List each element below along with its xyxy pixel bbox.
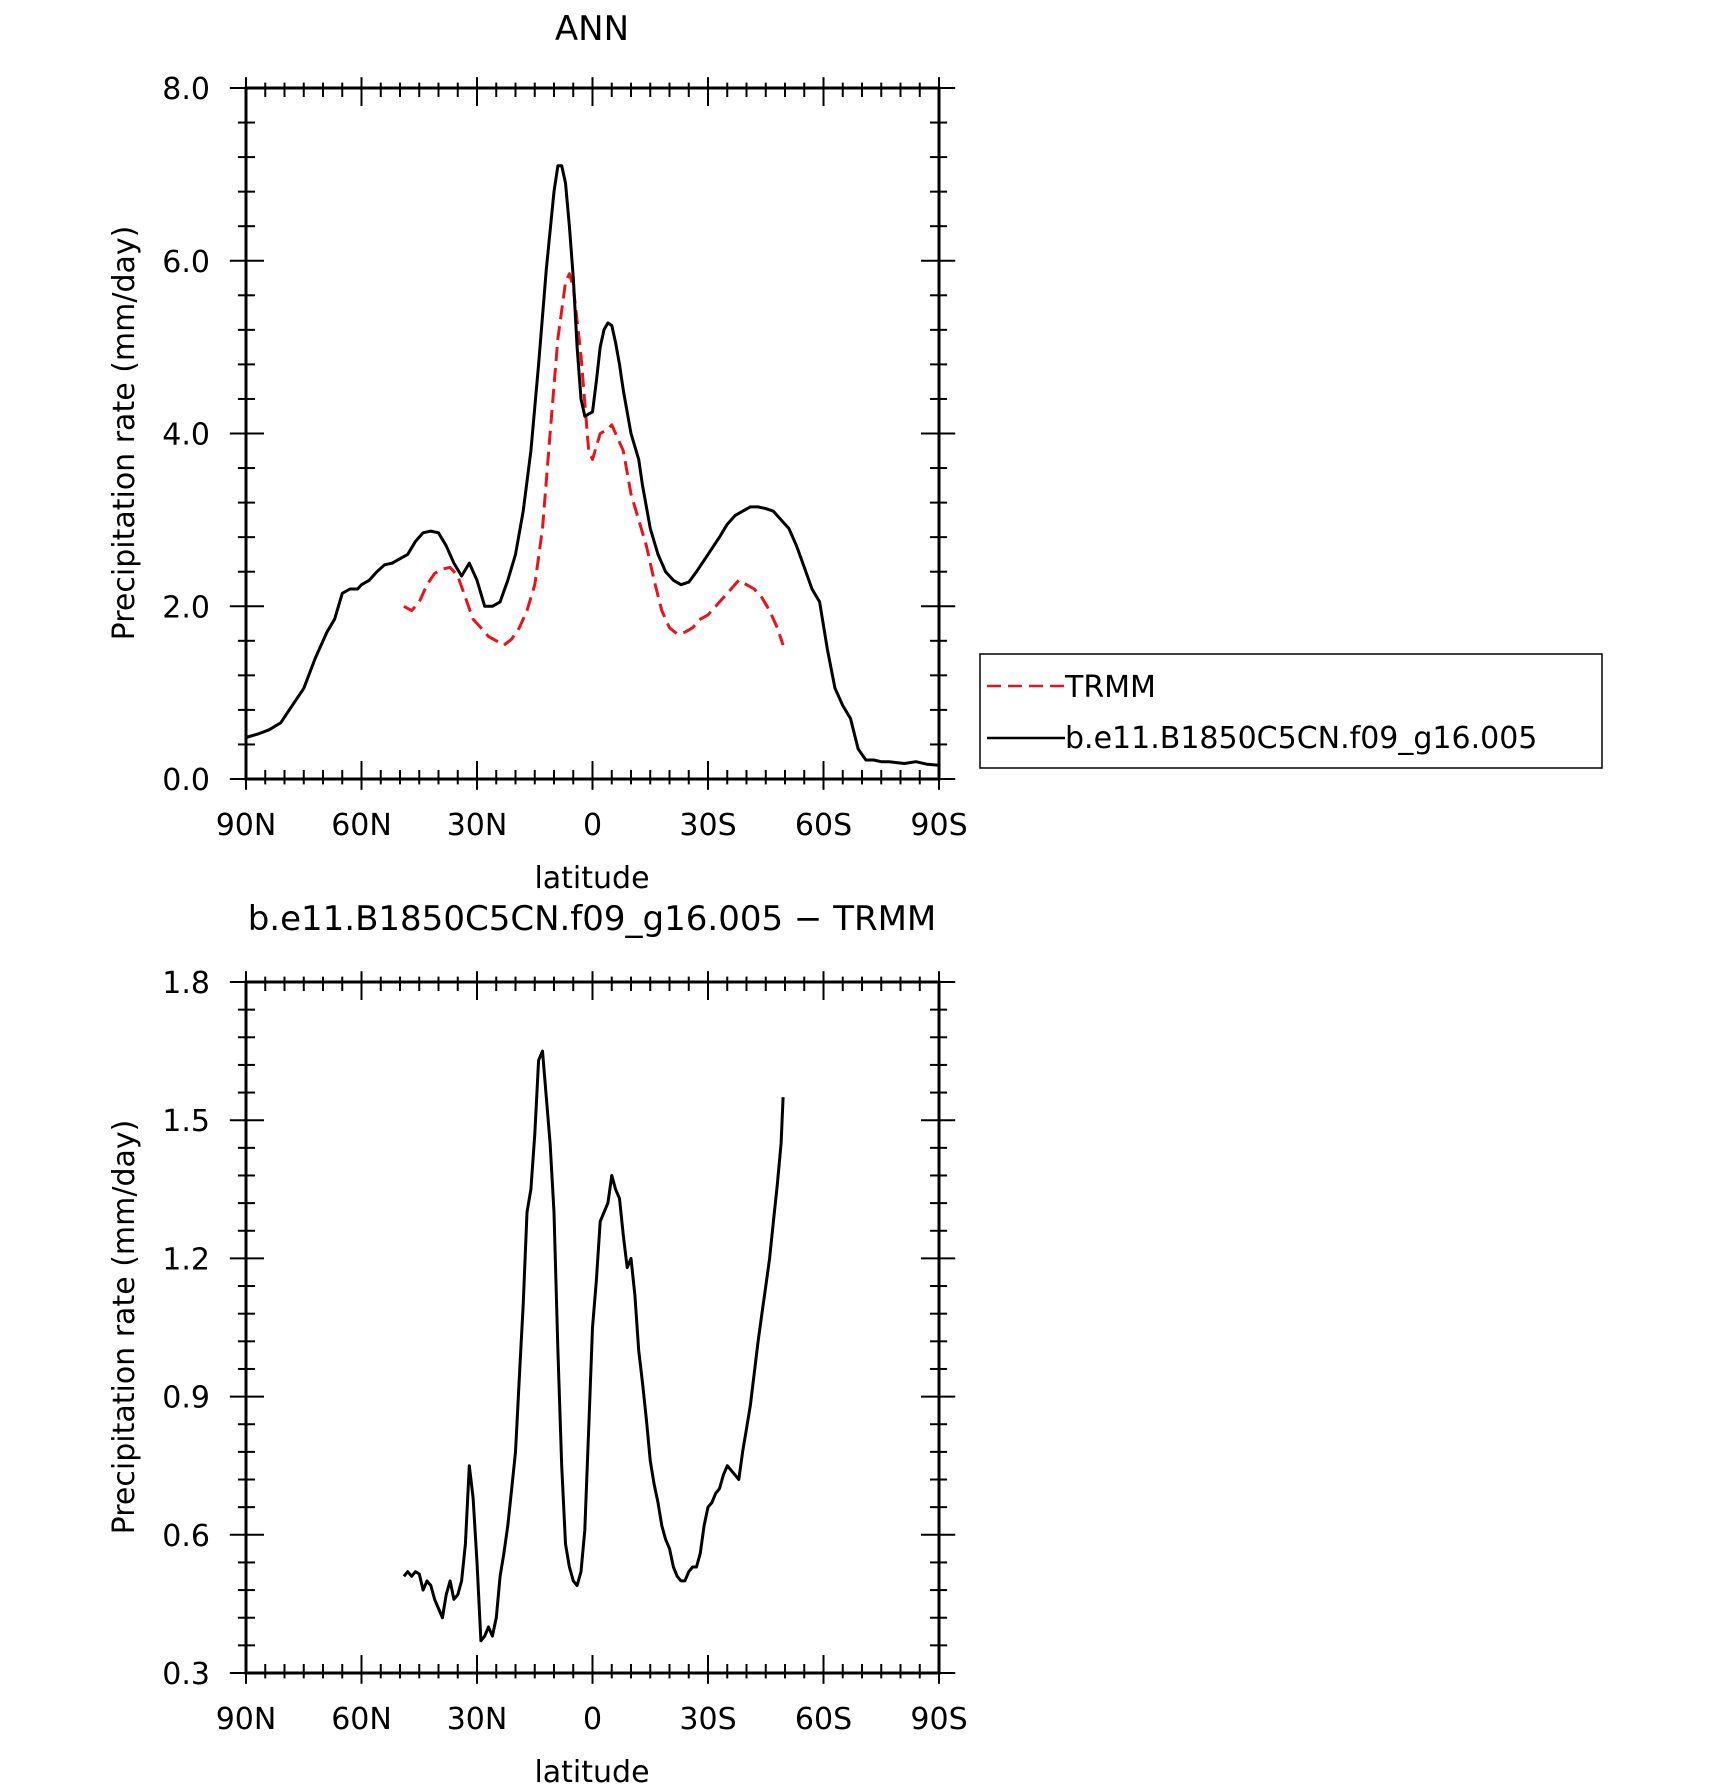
bottom-x-tick-label: 90S xyxy=(910,1702,967,1737)
top-x-tick-label: 60S xyxy=(795,808,852,843)
top-chart-title: ANN xyxy=(555,9,629,49)
top-y-tick-label: 4.0 xyxy=(162,418,210,453)
top-plot-frame xyxy=(244,86,941,781)
bottom-x-tick-label: 30N xyxy=(447,1702,508,1737)
top-series-line-0 xyxy=(403,272,785,647)
legend-label-model: b.e11.B1850C5CN.f09_g16.005 xyxy=(1065,721,1537,756)
bottom-x-tick-label: 60S xyxy=(795,1702,852,1737)
bottom-x-tick-label: 90N xyxy=(216,1702,277,1737)
top-y-tick-label: 6.0 xyxy=(162,245,210,280)
top-x-axis-label: latitude xyxy=(534,861,649,896)
bottom-series-lines xyxy=(402,1049,785,1643)
top-x-tick-label: 30S xyxy=(679,808,736,843)
top-y-tick-label: 0.0 xyxy=(162,763,210,798)
legend-label-trmm: TRMM xyxy=(1064,670,1156,705)
bottom-y-tick-label: 0.6 xyxy=(162,1519,210,1554)
top-x-tick-label: 60N xyxy=(331,808,392,843)
top-y-axis-label: Precipitation rate (mm/day) xyxy=(107,226,142,641)
bottom-x-axis-label: latitude xyxy=(534,1755,649,1789)
bottom-plot-frame xyxy=(244,980,941,1675)
bottom-y-tick-label: 0.3 xyxy=(162,1657,210,1692)
top-axis-ticks xyxy=(229,77,956,790)
bottom-x-tick-label: 60N xyxy=(331,1702,392,1737)
top-x-tick-label: 90N xyxy=(216,808,277,843)
bottom-y-axis-label: Precipitation rate (mm/day) xyxy=(107,1120,142,1535)
bottom-y-tick-label: 1.5 xyxy=(162,1104,210,1139)
legend: TRMM b.e11.B1850C5CN.f09_g16.005 xyxy=(979,653,1603,769)
bottom-chart-title: b.e11.B1850C5CN.f09_g16.005 − TRMM xyxy=(248,899,937,939)
bottom-x-tick-label: 30S xyxy=(679,1702,736,1737)
bottom-tick-labels: 90N 60N 30N 0 30S 60S 90S 0.3 0.6 0.9 1.2 1.5 1.8 xyxy=(162,966,967,1737)
top-x-tick-label: 30N xyxy=(447,808,508,843)
top-x-tick-label: 0 xyxy=(583,808,602,843)
top-series-lines xyxy=(245,164,940,767)
top-y-tick-label: 2.0 xyxy=(162,590,210,625)
bottom-y-tick-label: 1.8 xyxy=(162,966,210,1001)
top-tick-labels: 90N 60N 30N 0 30S 60S 90S 0.0 2.0 4.0 6.0 8.0 xyxy=(162,72,967,843)
panel-bottom: b.e11.B1850C5CN.f09_g16.005 − TRMM 90N 60… xyxy=(107,899,968,1789)
top-series-line-1 xyxy=(245,164,940,767)
bottom-x-tick-label: 0 xyxy=(583,1702,602,1737)
panel-top: ANN 90N 60N 30N 0 30S 60S 90S 0.0 2.0 4.0 6.0 8.0 l… xyxy=(107,9,1603,896)
legend-box xyxy=(979,653,1603,769)
bottom-series-line-0 xyxy=(402,1049,785,1643)
top-x-tick-label: 90S xyxy=(910,808,967,843)
bottom-y-tick-label: 0.9 xyxy=(162,1381,210,1416)
bottom-y-tick-label: 1.2 xyxy=(162,1242,210,1277)
top-y-tick-label: 8.0 xyxy=(162,72,210,107)
